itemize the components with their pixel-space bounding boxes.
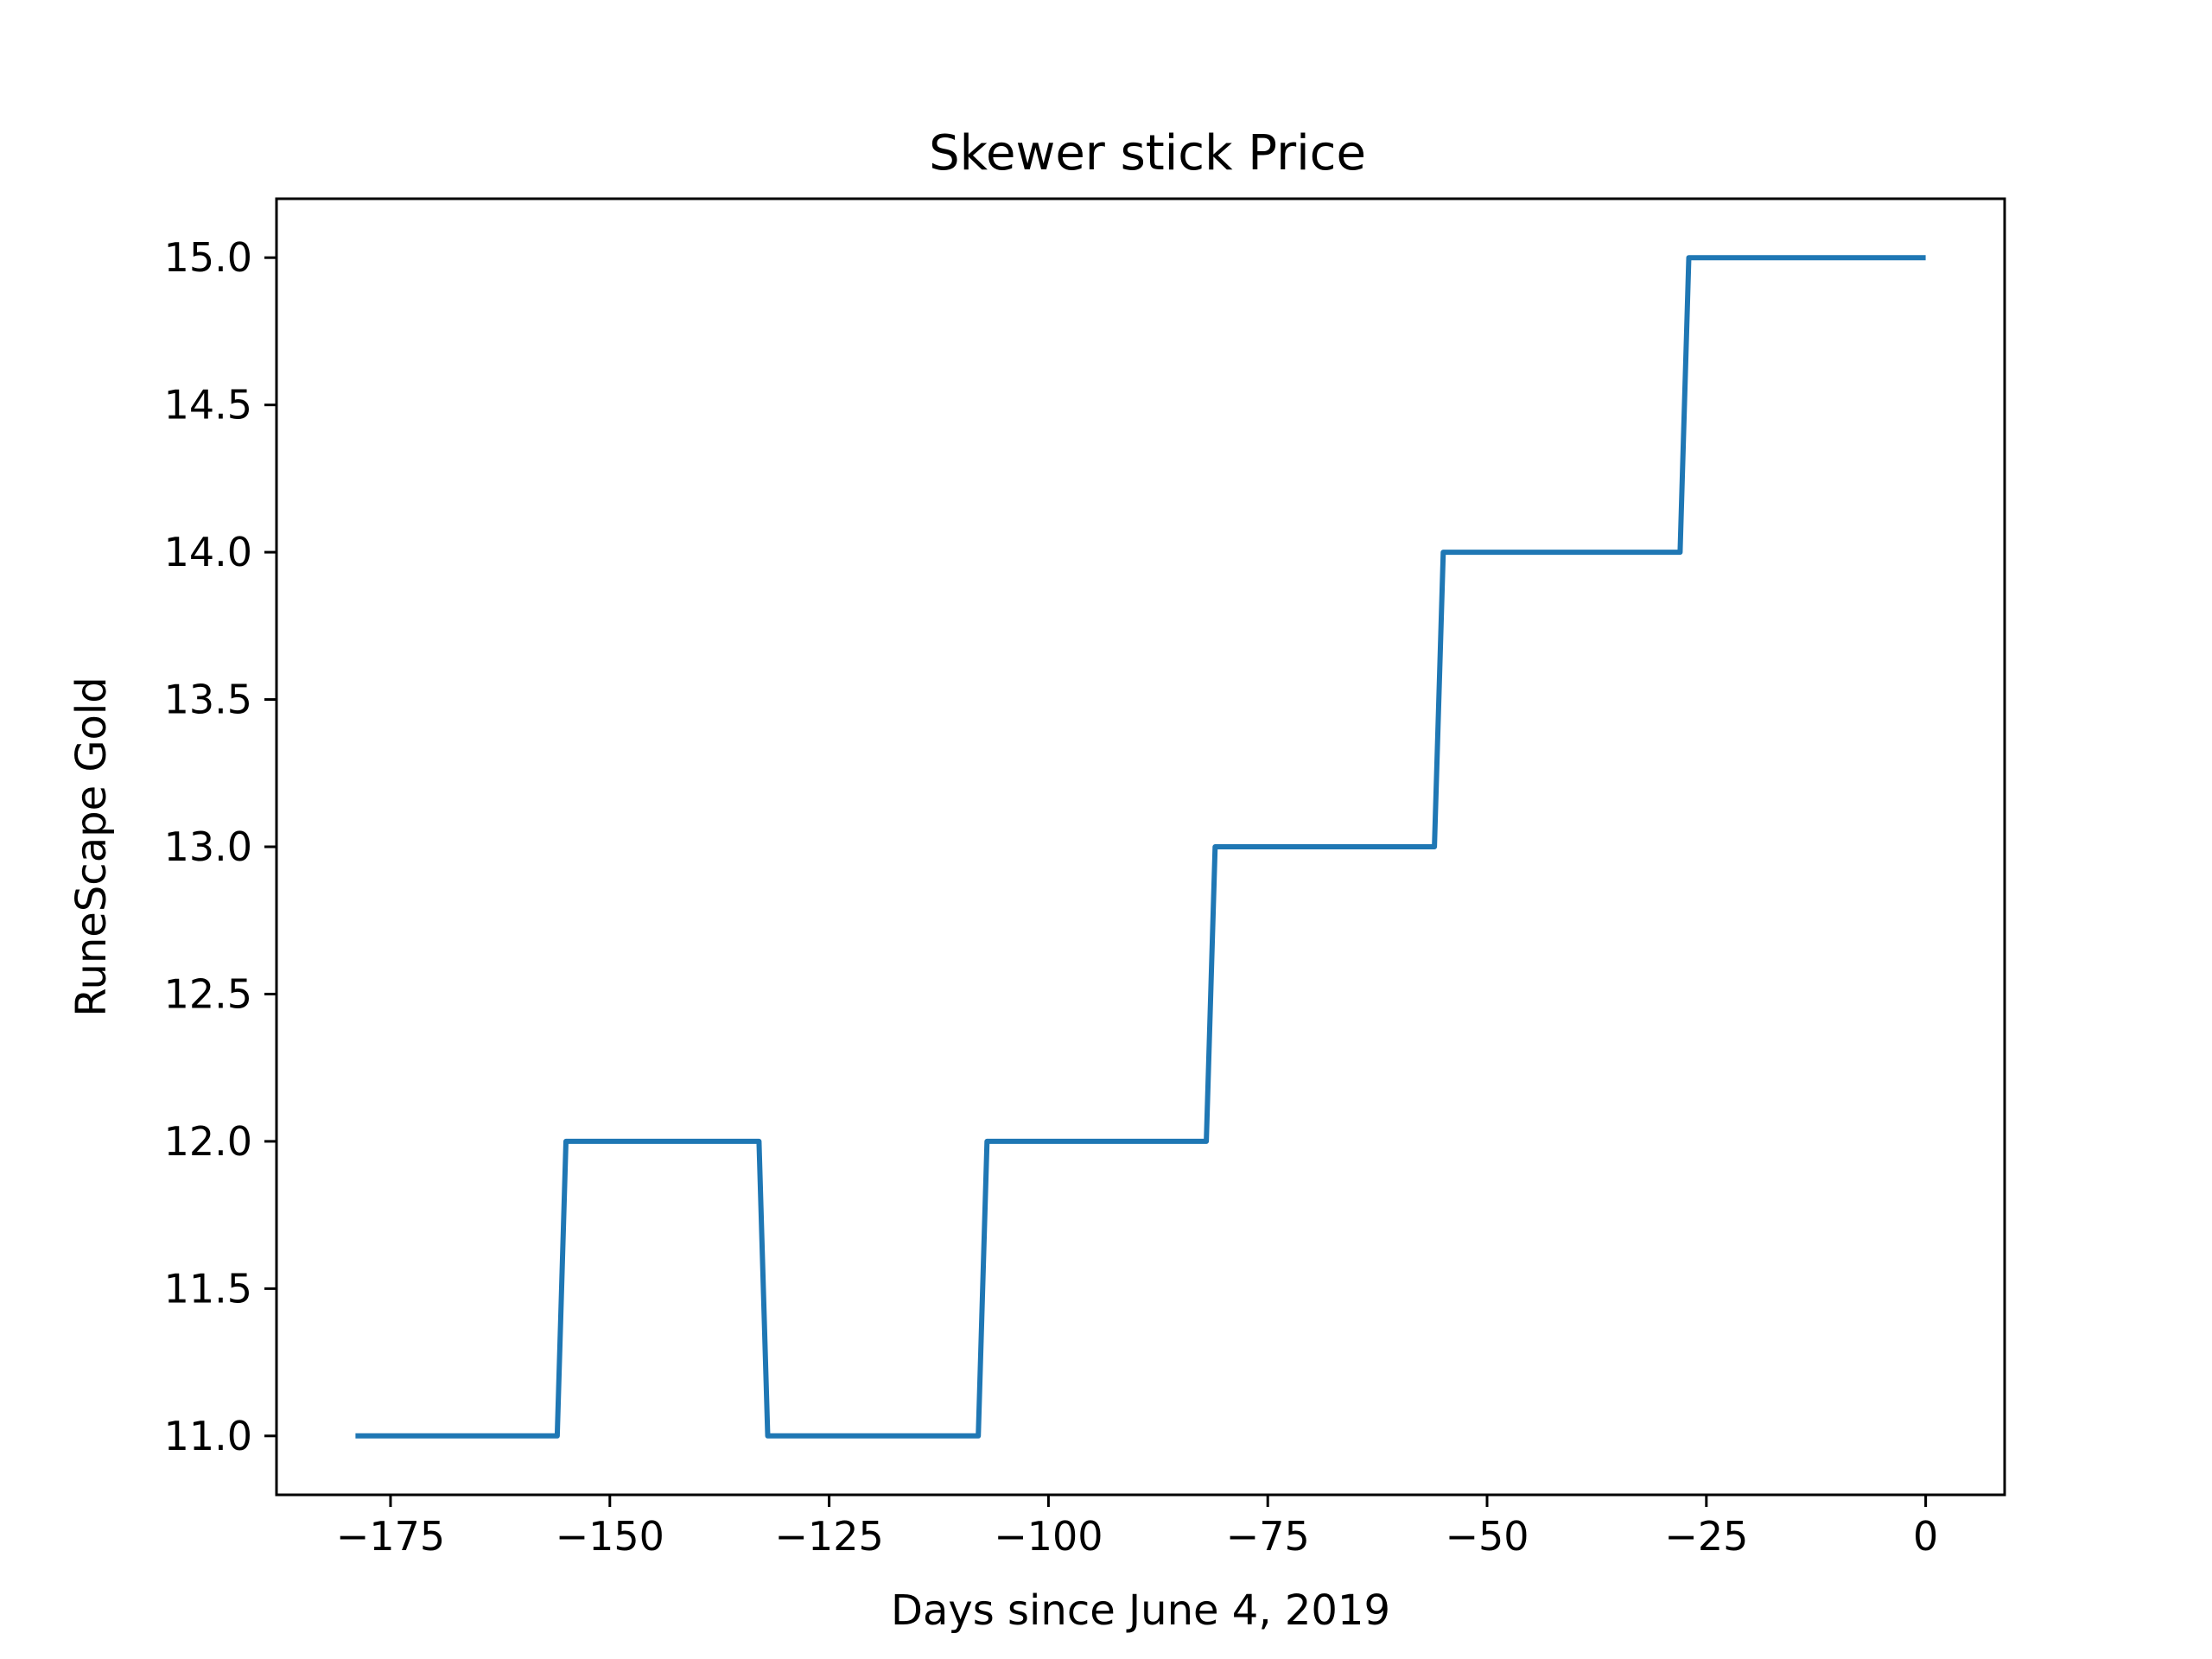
x-tick-label: −125: [774, 1513, 883, 1560]
x-axis-ticks: −175 −150 −125 −100 −75 −50 −25 0: [336, 1495, 1938, 1560]
y-tick-label: 13.0: [164, 823, 252, 870]
x-tick-label: −25: [1664, 1513, 1748, 1560]
x-axis-label: Days since June 4, 2019: [891, 1586, 1390, 1635]
chart-title: Skewer stick Price: [929, 125, 1366, 181]
y-axis-label: RuneScape Gold: [67, 677, 116, 1016]
x-tick-label: −150: [556, 1513, 664, 1560]
x-tick-label: −100: [994, 1513, 1103, 1560]
series-line-0: [355, 255, 1926, 1439]
y-tick-label: 12.5: [164, 970, 252, 1017]
y-tick-label: 15.0: [164, 234, 252, 281]
y-tick-label: 12.0: [164, 1118, 252, 1165]
x-tick-label: 0: [1913, 1513, 1938, 1560]
y-tick-label: 14.0: [164, 529, 252, 575]
y-tick-label: 14.5: [164, 382, 252, 429]
x-tick-label: −50: [1445, 1513, 1529, 1560]
y-tick-label: 11.0: [164, 1413, 252, 1459]
y-axis-ticks: 11.0 11.5 12.0 12.5 13.0 13.5 14.0 14.5 15.0: [164, 234, 276, 1459]
x-tick-label: −75: [1226, 1513, 1310, 1560]
x-tick-label: −175: [336, 1513, 445, 1560]
y-tick-label: 13.5: [164, 677, 252, 723]
series-layer: [355, 255, 1926, 1439]
y-tick-label: 11.5: [164, 1265, 252, 1312]
